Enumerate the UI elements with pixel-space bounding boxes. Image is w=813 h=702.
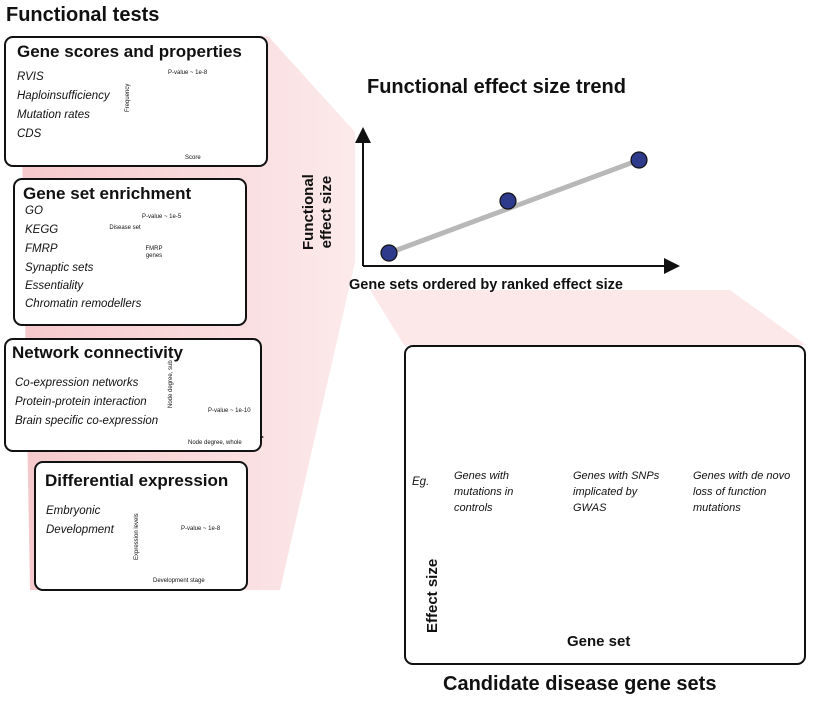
- right-funnel: [370, 290, 806, 345]
- group-label-line: mutations in: [454, 486, 514, 498]
- panel-enrichment-title: Gene set enrichment: [23, 184, 192, 203]
- panel-differential-expression: [34, 461, 248, 591]
- score-item: Mutation rates: [17, 109, 90, 121]
- group-label-line: Genes with de novo: [693, 470, 791, 482]
- fmrp-genes-label: FMRP genes: [145, 246, 163, 259]
- differential-item: Embryonic: [46, 505, 101, 517]
- scores-xlabel: Score: [185, 155, 201, 161]
- enrichment-item: Synaptic sets: [25, 262, 94, 274]
- group-label-denovo: Genes with de novo loss of function muta…: [693, 468, 790, 516]
- disease-set-label: Disease set: [109, 225, 141, 231]
- eg-label: Eg.: [412, 476, 430, 488]
- enrichment-item: Chromatin remodellers: [25, 298, 142, 310]
- panel-candidate-sets: [404, 345, 806, 665]
- candidate-caption: Candidate disease gene sets: [443, 673, 717, 695]
- trend-ylabel-line1: Functional: [300, 174, 317, 250]
- network-ylabel: Node degree, sub: [168, 360, 174, 408]
- enrichment-pvalue: P-value ~ 1e-5: [142, 214, 182, 220]
- panel-gene-set-enrichment: [13, 178, 247, 326]
- group-label-gwas: Genes with SNPs implicated by GWAS: [573, 468, 659, 516]
- score-item: Haploinsufficiency: [17, 90, 110, 102]
- panel-gene-scores: [4, 36, 268, 167]
- trend-point-1: [380, 244, 398, 262]
- score-item: CDS: [17, 128, 42, 140]
- network-item: Brain specific co-expression: [15, 415, 159, 427]
- network-xlabel: Node degree, whole: [188, 440, 242, 446]
- panel-gene-scores-title: Gene scores and properties: [17, 42, 242, 61]
- group-label-line: Genes with SNPs: [573, 470, 660, 482]
- group-label-controls: Genes with mutations in controls: [454, 468, 513, 516]
- enrichment-item: GO: [25, 205, 43, 217]
- trend-ylabel: Functional effect size: [300, 174, 336, 250]
- group-label-line: GWAS: [573, 502, 607, 514]
- scores-pvalue: P-value ~ 1e-8: [168, 70, 208, 76]
- group-label-line: loss of function: [693, 486, 767, 498]
- network-pvalue: P-value ~ 1e-10: [208, 408, 251, 414]
- group-label-line: mutations: [693, 502, 741, 514]
- group-label-line: controls: [454, 502, 493, 514]
- network-item: Co-expression networks: [15, 377, 139, 389]
- score-item: RVIS: [17, 71, 44, 83]
- expression-xlabel: Development stage: [153, 578, 205, 584]
- bar-ylabel: Effect size: [424, 558, 441, 633]
- bar-xlabel: Gene set: [567, 633, 631, 650]
- expression-pvalue: P-value ~ 1e-8: [181, 526, 221, 532]
- trend-title: Functional effect size trend: [367, 76, 626, 98]
- scores-ylabel: Frequency: [125, 83, 131, 112]
- network-item: Protein-protein interaction: [15, 396, 147, 408]
- panel-differential-title: Differential expression: [45, 471, 229, 490]
- trend-point-2: [499, 192, 517, 210]
- group-label-line: Genes with: [454, 470, 510, 482]
- enrichment-item: Essentiality: [25, 280, 84, 292]
- main-title: Functional tests: [6, 4, 160, 26]
- trend-xlabel: Gene sets ordered by ranked effect size: [349, 277, 623, 293]
- group-label-line: implicated by: [573, 486, 638, 498]
- trend-point-3: [630, 151, 648, 169]
- differential-item: Development: [46, 524, 114, 536]
- enrichment-item: KEGG: [25, 224, 59, 236]
- panel-network-title: Network connectivity: [12, 343, 183, 362]
- trend-chart: [355, 127, 680, 274]
- trend-ylabel-line2: effect size: [318, 175, 335, 249]
- expression-ylabel: Expression levels: [134, 513, 140, 560]
- enrichment-item: FMRP: [25, 243, 58, 255]
- panel-network-connectivity: [4, 338, 262, 452]
